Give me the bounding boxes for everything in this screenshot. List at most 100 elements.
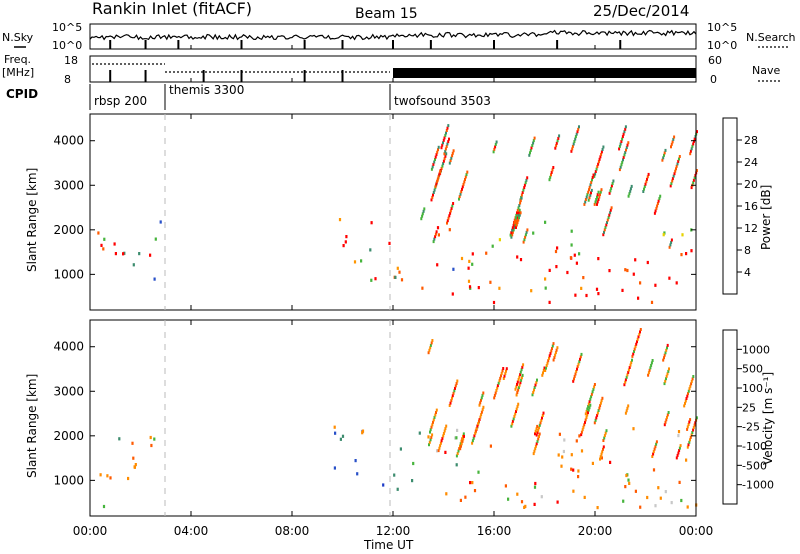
data-cell xyxy=(533,449,536,453)
data-cell xyxy=(664,379,667,383)
data-cell xyxy=(561,455,564,459)
data-cell xyxy=(690,433,693,437)
data-cell xyxy=(628,192,631,196)
data-cell xyxy=(132,456,135,460)
data-cell xyxy=(545,366,547,370)
data-cell xyxy=(689,418,692,422)
data-cell xyxy=(577,475,580,479)
data-cell xyxy=(570,229,573,233)
data-cell xyxy=(555,141,558,145)
data-cell xyxy=(434,232,437,236)
data-cell xyxy=(688,440,691,444)
data-cell xyxy=(516,405,519,409)
data-cell xyxy=(440,146,443,150)
data-cell xyxy=(479,401,482,405)
data-cell xyxy=(433,237,436,241)
data-cell xyxy=(655,442,658,446)
data-cell xyxy=(519,258,523,262)
data-cell xyxy=(599,457,601,461)
data-cell xyxy=(512,223,515,227)
data-cell xyxy=(471,439,474,443)
nave-right-tick-top: 60 xyxy=(708,54,722,67)
data-cell xyxy=(597,257,600,261)
nave-bar-block xyxy=(393,68,696,78)
data-cell xyxy=(609,189,612,193)
data-cell xyxy=(690,186,693,190)
data-cell xyxy=(463,434,465,438)
data-cell xyxy=(604,431,607,435)
data-cell xyxy=(133,465,136,469)
data-cell xyxy=(584,200,587,204)
data-cell xyxy=(675,167,677,171)
colorbar-tick-label: 4 xyxy=(744,266,751,279)
data-cell xyxy=(556,346,559,350)
data-cell xyxy=(570,467,573,471)
data-cell xyxy=(694,173,697,177)
data-cell xyxy=(652,452,655,456)
data-cell xyxy=(429,343,432,347)
data-cell xyxy=(515,410,517,413)
data-cell xyxy=(643,185,646,189)
data-cell xyxy=(594,172,597,176)
data-cell xyxy=(532,141,535,145)
data-cell xyxy=(505,367,508,371)
y-tick-label: 4000 xyxy=(53,340,84,354)
data-cell xyxy=(671,140,674,144)
data-cell xyxy=(507,497,510,501)
data-cell xyxy=(662,156,665,160)
colorbar-tick-label: 28 xyxy=(744,134,758,147)
data-cell xyxy=(451,394,454,398)
data-cell xyxy=(532,139,535,143)
data-cell xyxy=(690,249,693,253)
data-cell xyxy=(474,429,477,433)
velocity-yticks: 1000 2000 3000 4000 xyxy=(53,340,696,487)
data-cell xyxy=(501,369,504,373)
data-cell xyxy=(534,444,537,448)
data-cell xyxy=(619,165,622,169)
data-cell xyxy=(138,252,141,256)
data-cell xyxy=(467,266,470,270)
colorbar-tick-label: 16 xyxy=(744,200,758,213)
data-cell xyxy=(583,202,586,206)
data-cell xyxy=(512,417,515,421)
data-cell xyxy=(689,149,692,153)
data-cell xyxy=(513,414,516,418)
data-cell xyxy=(515,223,518,227)
data-cell xyxy=(475,427,478,430)
data-cell xyxy=(441,143,444,147)
data-cell xyxy=(604,225,607,229)
data-cell xyxy=(523,186,526,190)
data-cell xyxy=(113,242,116,246)
colorbar-frame xyxy=(722,117,738,295)
data-cell xyxy=(467,279,471,283)
data-cell xyxy=(460,190,463,194)
data-cell xyxy=(670,238,673,242)
data-cell xyxy=(516,255,519,259)
data-cell xyxy=(450,156,453,160)
data-cell xyxy=(519,211,522,215)
data-cell xyxy=(514,387,517,391)
data-cell xyxy=(97,231,100,235)
data-cell xyxy=(150,443,153,448)
data-cell xyxy=(463,180,466,184)
data-cell xyxy=(547,359,550,363)
data-cell xyxy=(655,440,658,444)
data-cell xyxy=(692,426,695,430)
data-cell xyxy=(611,182,614,185)
data-cell xyxy=(688,420,691,424)
data-cell xyxy=(624,268,627,272)
data-cell xyxy=(437,233,440,237)
data-cell xyxy=(526,176,529,180)
data-cell xyxy=(624,125,627,129)
data-cell xyxy=(626,406,629,410)
data-cell xyxy=(685,397,688,400)
data-cell xyxy=(519,199,522,203)
data-cell xyxy=(149,435,152,440)
data-cell xyxy=(578,125,580,129)
y-tick-label: 3000 xyxy=(53,178,84,192)
velocity-colorbar: 1000 500 100 25 -25 -100 -500 -1000 xyxy=(722,329,774,505)
x-tick-label: 12:00 xyxy=(376,524,411,538)
data-cell xyxy=(588,188,590,192)
data-cell xyxy=(441,436,444,440)
data-cell xyxy=(445,424,448,428)
